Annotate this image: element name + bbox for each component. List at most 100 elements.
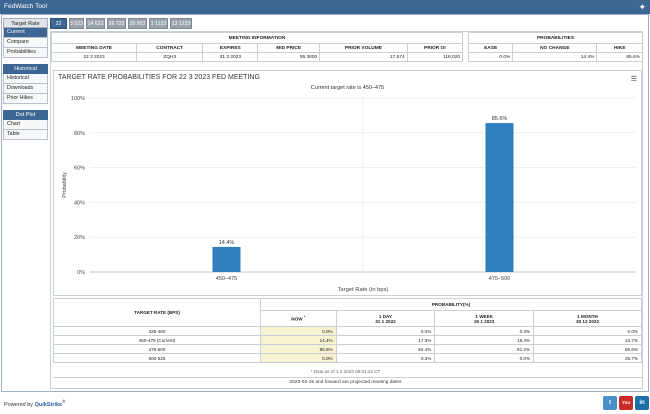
col-1-week: 1 WEEK 25 1 2023	[434, 310, 535, 327]
now-value: 14.4%	[260, 335, 337, 345]
meeting-info-caption: MEETING INFORMATION	[51, 32, 463, 44]
sidebar-item-historical[interactable]: Historical	[3, 74, 48, 84]
sidebar-heading-dot-plot: Dot Plot	[3, 110, 48, 120]
sidebar-item-table[interactable]: Table	[3, 130, 48, 140]
sidebar-item-downloads[interactable]: Downloads	[3, 84, 48, 94]
col-expires: EXPIRES	[202, 43, 259, 53]
data-timestamp-note: * Data as of 1 2 2023 08:01:22 CT	[310, 369, 381, 374]
prior-oi-value: 118,020	[406, 52, 464, 62]
app-title: FedWatch Tool	[4, 3, 47, 10]
col-1-month-date: 30 12 2022	[576, 318, 600, 324]
y-tick-label: 40%	[74, 200, 85, 206]
tab-meeting-5[interactable]: 20 923	[128, 18, 147, 29]
rate-probability-table: TARGET RATE (BPS) PROBABILITY(%) NOW * 1…	[53, 298, 642, 363]
sidebar: Target Rate Current Compare Probabilitie…	[3, 18, 48, 140]
sidebar-item-compare[interactable]: Compare	[3, 38, 48, 48]
tab-meeting-3[interactable]: 14 623	[86, 18, 105, 29]
linkedin-icon[interactable]: in	[635, 396, 649, 410]
bar-data-label: 85.6%	[492, 116, 508, 122]
tab-meeting-7[interactable]: 13 1223	[170, 18, 192, 29]
month-value: 60.6%	[533, 344, 642, 354]
powered-by-label: Powered by	[4, 401, 34, 408]
col-contract: CONTRACT	[136, 43, 204, 53]
tab-meeting-4[interactable]: 26 723	[107, 18, 126, 29]
col-ease: EASE	[467, 43, 514, 53]
now-value: 0.0%	[260, 326, 337, 336]
now-value: 85.6%	[260, 344, 337, 354]
col-meeting-date: MEETING DATE	[50, 43, 138, 53]
projected-dates-note: 2023-03-15 and forward are projected mee…	[289, 380, 402, 385]
col-prior-volume: PRIOR VOLUME	[319, 43, 408, 53]
month-value: 0.0%	[533, 326, 642, 336]
day-value: 0.3%	[335, 353, 436, 363]
app-titlebar: FedWatch Tool ✦	[0, 0, 650, 14]
ease-value: 0.0%	[467, 52, 514, 62]
chart-subtitle: Current target rate is 450–475	[310, 85, 385, 91]
col-probability: PROBABILITY(%)	[260, 298, 642, 311]
day-value: 17.3%	[335, 335, 436, 345]
expires-value: 31 3 2023	[202, 52, 259, 62]
col-1-day: 1 DAY 31 1 2022	[335, 310, 436, 327]
twitter-icon[interactable]: ✦	[638, 2, 646, 12]
y-tick-label: 0%	[77, 270, 85, 276]
tab-meeting-1[interactable]: 22 323	[50, 18, 67, 38]
day-value: 82.4%	[335, 344, 436, 354]
tab-meeting-2[interactable]: 3 523	[69, 18, 84, 29]
rate-label: 425-450	[53, 326, 261, 336]
table-row: 425-450 0.0% 0.0% 0.3% 0.0%	[53, 326, 642, 336]
youtube-label: You	[621, 400, 631, 405]
hike-value: 85.6%	[596, 52, 643, 62]
col-1-week-label: 1 WEEK	[475, 313, 493, 319]
rate-label: 450-475 (Current)	[53, 335, 261, 345]
hamburger-menu-icon[interactable]: ☰	[630, 76, 637, 83]
meeting-date-value: 22 3 2023	[50, 52, 138, 62]
week-value: 0.3%	[434, 326, 535, 336]
col-1-month-label: 1 MONTH	[577, 313, 598, 319]
probabilities-caption: PROBABILITIES	[468, 32, 643, 44]
week-value: 18.4%	[434, 335, 535, 345]
col-prior-oi: PRIOR OI	[406, 43, 464, 53]
col-mid-price: MID PRICE	[257, 43, 321, 53]
sidebar-heading-historical: Historical	[3, 64, 48, 74]
x-tick-label: 450–475	[216, 276, 237, 282]
registered-mark: ®	[62, 399, 66, 404]
sidebar-item-probabilities[interactable]: Probabilities	[3, 48, 48, 58]
contract-value: ZQH3	[136, 52, 204, 62]
sidebar-item-current[interactable]: Current	[3, 28, 48, 38]
col-1-day-label: 1 DAY	[378, 313, 393, 319]
youtube-icon[interactable]: You	[619, 396, 633, 410]
y-tick-label: 60%	[74, 166, 85, 172]
col-now-label: NOW	[291, 316, 303, 322]
prior-volume-value: 17,574	[319, 52, 408, 62]
probability-chart: TARGET RATE PROBABILITIES FOR 22 3 2023 …	[53, 70, 642, 296]
rate-label: 475-500	[53, 344, 261, 354]
meeting-info-table: MEETING INFORMATION MEETING DATE CONTRAC…	[50, 32, 464, 62]
footer: Powered by QuikStrike® t You in	[0, 394, 650, 414]
bar	[212, 246, 241, 272]
sidebar-item-prior-hikes[interactable]: Prior Hikes	[3, 94, 48, 104]
now-value: 0.0%	[260, 353, 337, 363]
chart-plot: 0% 20% 40% 60% 80% 100% 14.4% 450–475 85.6% 475–5…	[62, 96, 636, 293]
y-tick-label: 80%	[74, 131, 85, 137]
col-no-change: NO CHANGE	[512, 43, 598, 53]
table-row: 500-525 0.0% 0.3% 0.0% 25.7%	[53, 353, 642, 363]
quikstrike-logo[interactable]: QuikStrike	[34, 401, 63, 408]
day-value: 0.0%	[335, 326, 436, 336]
main-content: MEETING INFORMATION MEETING DATE CONTRAC…	[50, 31, 643, 389]
y-tick-label: 20%	[74, 235, 85, 241]
divider	[53, 377, 642, 378]
x-tick-label: 475–500	[489, 276, 510, 282]
now-marker: *	[303, 315, 306, 320]
table-row: 450-475 (Current) 14.4% 17.3% 18.4% 13.7…	[53, 335, 642, 345]
table-row: 475-500 85.6% 82.4% 81.2% 60.6%	[53, 344, 642, 354]
month-value: 25.7%	[533, 353, 642, 363]
month-value: 13.7%	[533, 335, 642, 345]
week-value: 81.2%	[434, 344, 535, 354]
tab-meeting-6[interactable]: 1 1123	[149, 18, 168, 29]
col-now: NOW *	[260, 310, 337, 327]
bar-data-label: 14.4%	[219, 240, 235, 246]
no-change-value: 14.4%	[512, 52, 598, 62]
twitter-icon[interactable]: t	[603, 396, 617, 410]
sidebar-item-chart[interactable]: Chart	[3, 120, 48, 130]
col-1-day-date: 31 1 2022	[375, 318, 396, 324]
